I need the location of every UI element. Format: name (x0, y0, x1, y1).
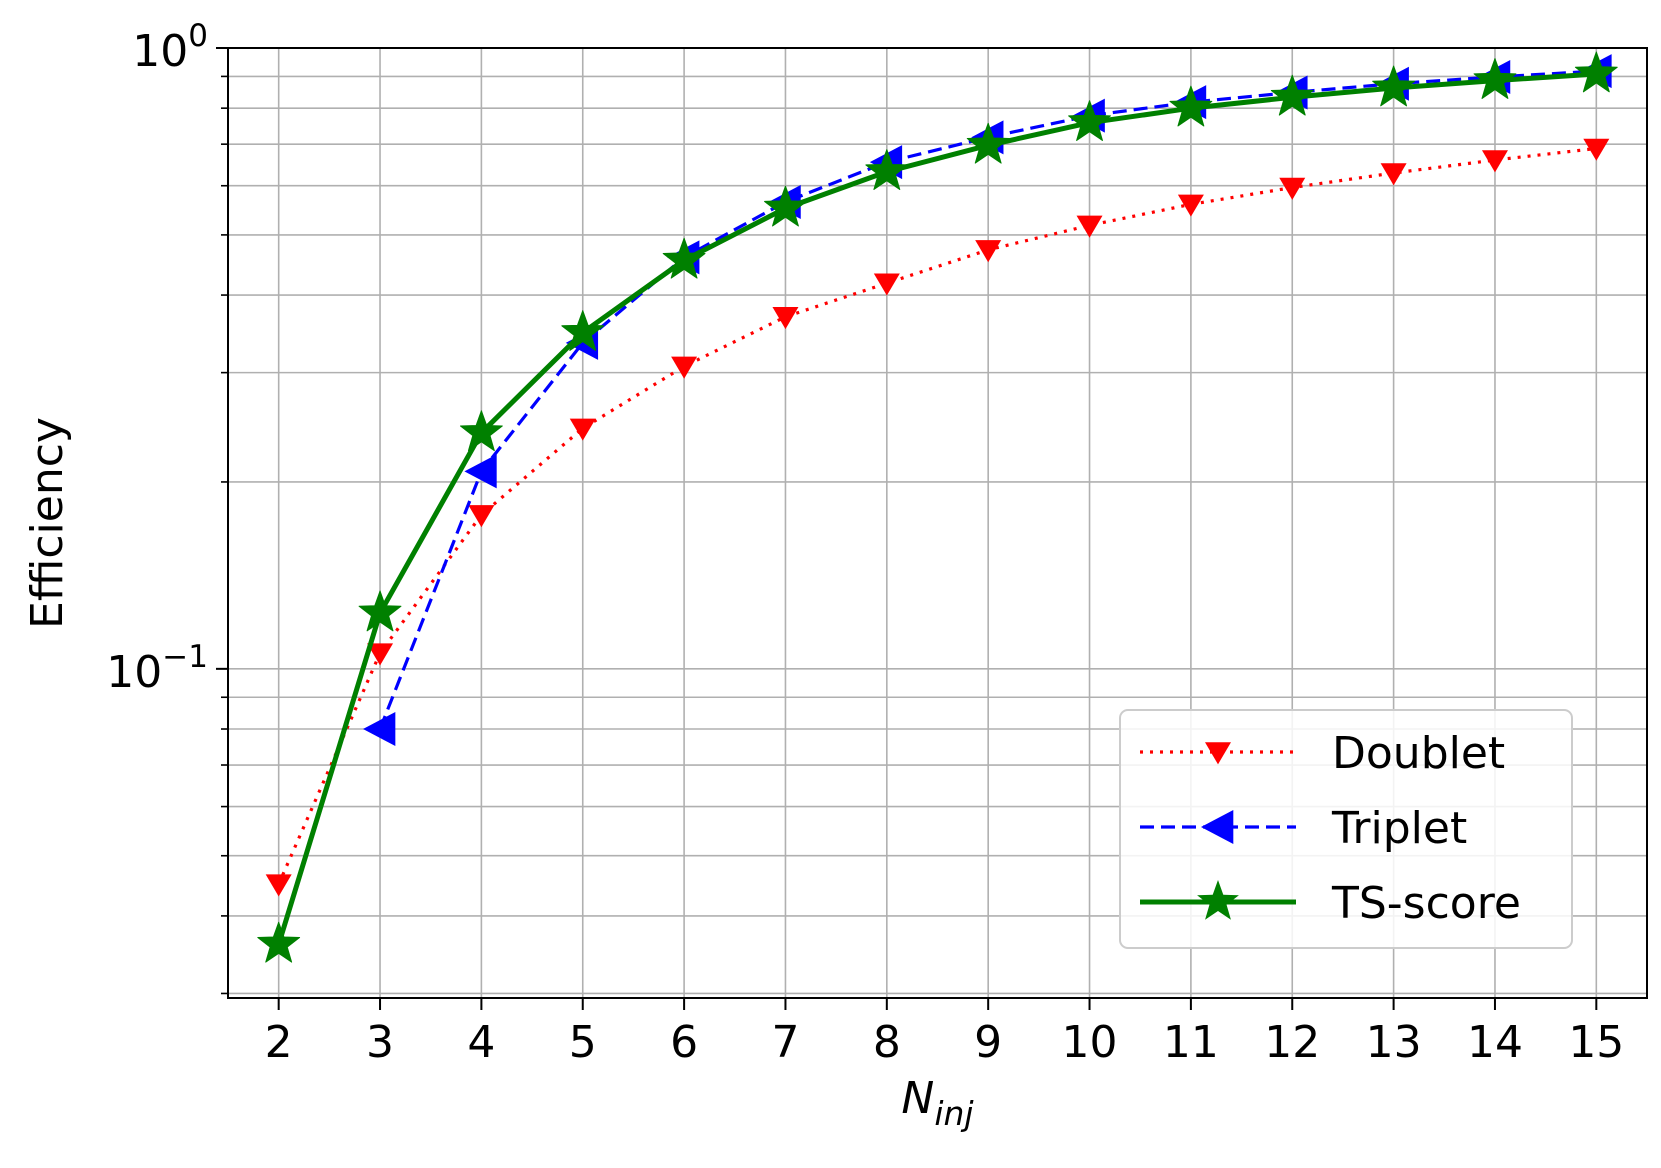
series-doublet (265, 138, 1610, 897)
data-point (468, 505, 495, 528)
x-tick-label: 8 (873, 1017, 901, 1068)
data-point (1481, 150, 1508, 173)
data-point (1574, 51, 1618, 93)
data-point (1068, 100, 1111, 141)
series-line (276, 71, 1597, 946)
legend-label: TS-score (1331, 878, 1521, 929)
data-point (1279, 177, 1306, 200)
series-triplet (363, 54, 1612, 747)
legend-marker (1197, 880, 1239, 920)
data-point (865, 149, 909, 191)
x-axis-title-subscript: inj (934, 1094, 974, 1133)
x-tick-label: 4 (467, 1017, 495, 1068)
data-point (662, 237, 706, 279)
x-tick-label: 5 (569, 1017, 597, 1068)
y-tick-label: 10−1 (106, 639, 208, 698)
x-tick-label: 15 (1568, 1017, 1624, 1068)
legend-label: Doublet (1332, 728, 1505, 779)
data-point (367, 643, 394, 666)
x-axis-title: Ninj (901, 1073, 974, 1133)
data-point (1270, 74, 1314, 116)
y-tick-label-base: 10 (132, 26, 188, 77)
x-tick-label: 14 (1467, 1017, 1523, 1068)
plot-frame (227, 47, 1648, 999)
data-point (358, 590, 402, 632)
series-layer (257, 51, 1618, 963)
data-point (772, 307, 799, 330)
x-tick-label: 9 (974, 1017, 1002, 1068)
y-tick-label-exponent: 0 (188, 18, 208, 54)
data-point (1583, 138, 1610, 161)
legend: Doublet Triplet TS-score (1119, 709, 1573, 949)
data-point (873, 273, 900, 296)
data-point (459, 410, 503, 452)
data-point (1076, 215, 1103, 238)
data-point (1372, 65, 1416, 107)
data-point (569, 418, 596, 441)
y-tick-label-exponent: −1 (162, 639, 208, 675)
y-axis-title: Efficiency (22, 417, 73, 629)
x-axis-title-main: N (901, 1073, 934, 1124)
x-tick-label: 2 (265, 1017, 293, 1068)
series-ts-score (257, 51, 1618, 963)
data-point (671, 356, 698, 379)
legend-label: Triplet (1331, 803, 1467, 854)
x-tick-label: 7 (771, 1017, 799, 1068)
data-point (265, 874, 292, 897)
x-tick-label: 11 (1163, 1017, 1219, 1068)
data-point (1473, 58, 1517, 99)
x-tick-label: 13 (1366, 1017, 1422, 1068)
legend-marker (1201, 810, 1234, 844)
legend-marker (1205, 742, 1231, 765)
data-point (561, 310, 605, 351)
data-point (257, 921, 301, 963)
x-tick-label: 12 (1264, 1017, 1320, 1068)
y-tick-label-base: 10 (106, 647, 162, 698)
data-point (1380, 163, 1407, 186)
data-point (363, 712, 396, 747)
y-tick-label: 100 (132, 18, 208, 77)
data-point (975, 240, 1002, 263)
legend-box (1119, 709, 1573, 949)
x-tick-label: 3 (366, 1017, 394, 1068)
x-tick-label: 10 (1062, 1017, 1118, 1068)
data-point (764, 185, 807, 227)
data-point (1169, 85, 1213, 127)
x-tick-label: 6 (670, 1017, 698, 1068)
data-point (464, 454, 497, 489)
data-point (966, 122, 1010, 164)
data-point (1177, 194, 1204, 217)
